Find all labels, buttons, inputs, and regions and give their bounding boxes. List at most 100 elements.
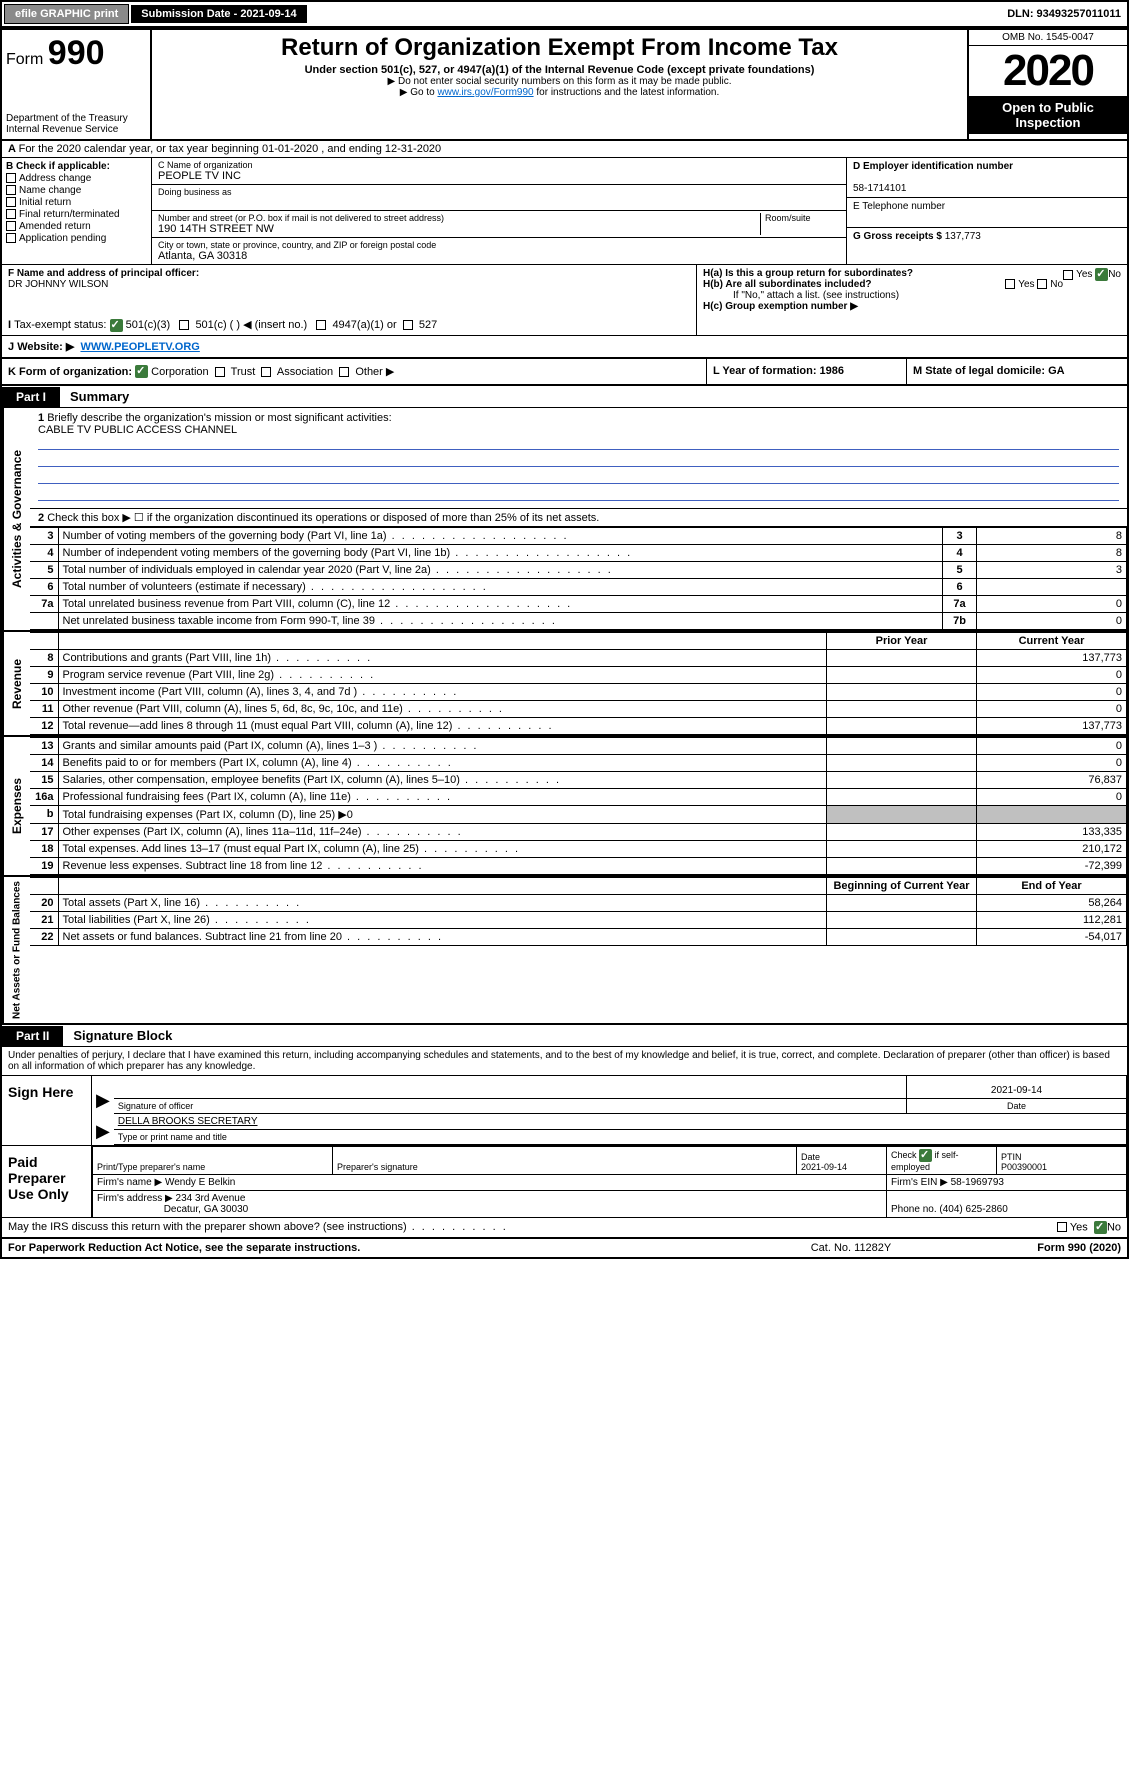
firm-name-label: Firm's name ▶ <box>97 1177 162 1188</box>
header-left: Form 990 Department of the Treasury Inte… <box>2 30 152 139</box>
efile-button[interactable]: efile GRAPHIC print <box>4 4 129 24</box>
section-a-tax-year: A For the 2020 calendar year, or tax yea… <box>2 141 1127 158</box>
omb-number: OMB No. 1545-0047 <box>969 30 1127 46</box>
chk-discuss-yes[interactable] <box>1057 1222 1067 1232</box>
dept-irs: Internal Revenue Service <box>6 124 146 135</box>
table-row: 22Net assets or fund balances. Subtract … <box>30 929 1127 946</box>
sig-name-label: Type or print name and title <box>114 1129 1127 1144</box>
header-middle: Return of Organization Exempt From Incom… <box>152 30 967 139</box>
sign-date: 2021-09-14 <box>907 1076 1127 1098</box>
tax-year: 2020 <box>969 46 1127 96</box>
chk-ha-no-icon <box>1095 268 1108 281</box>
part-ii-header: Part II Signature Block <box>2 1025 1127 1047</box>
q1-label: Briefly describe the organization's miss… <box>47 412 391 424</box>
sections-d-e-g: D Employer identification number 58-1714… <box>847 158 1127 264</box>
chk-other[interactable] <box>339 367 349 377</box>
h-b-label: H(b) Are all subordinates included? <box>703 279 872 290</box>
address-value: 190 14TH STREET NW <box>158 223 760 235</box>
form-org-label: K Form of organization: <box>8 366 132 378</box>
chk-4947[interactable] <box>316 320 326 330</box>
paid-preparer-label: Paid Preparer Use Only <box>2 1146 92 1217</box>
sig-date-label: Date <box>907 1098 1127 1113</box>
chk-application-pending[interactable]: Application pending <box>6 233 147 244</box>
website-link[interactable]: WWW.PEOPLETV.ORG <box>80 341 199 353</box>
chk-name-change[interactable]: Name change <box>6 185 147 196</box>
ein-label: D Employer identification number <box>853 161 1013 172</box>
part-ii-title: Signature Block <box>63 1025 182 1046</box>
opt-527: 527 <box>419 319 437 331</box>
discuss-label: May the IRS discuss this return with the… <box>8 1221 407 1233</box>
chk-association[interactable] <box>261 367 271 377</box>
firm-ein-label: Firm's EIN ▶ <box>891 1177 948 1188</box>
chk-address-change[interactable]: Address change <box>6 173 147 184</box>
sign-here-row: Sign Here ▶ 2021-09-14 Signature of offi… <box>2 1075 1127 1145</box>
table-row: 21Total liabilities (Part X, line 26)112… <box>30 912 1127 929</box>
prep-sig-label: Preparer's signature <box>333 1146 797 1174</box>
top-toolbar: efile GRAPHIC print Submission Date - 20… <box>0 0 1129 28</box>
goto-suffix: for instructions and the latest informat… <box>534 87 720 98</box>
chk-initial-return[interactable]: Initial return <box>6 197 147 208</box>
sections-f-h: F Name and address of principal officer:… <box>2 265 1127 336</box>
address-label: Number and street (or P.O. box if mail i… <box>158 213 760 223</box>
ein-value: 58-1714101 <box>853 183 906 194</box>
table-row: Net unrelated business taxable income fr… <box>30 613 1127 630</box>
q2-label: Check this box ▶ ☐ if the organization d… <box>47 512 599 524</box>
table-row: 6Total number of volunteers (estimate if… <box>30 579 1127 596</box>
sign-here-label: Sign Here <box>2 1076 92 1145</box>
chk-527[interactable] <box>403 320 413 330</box>
irs-link[interactable]: www.irs.gov/Form990 <box>437 87 533 98</box>
chk-self-employed-icon <box>919 1149 932 1162</box>
chk-ha-yes[interactable] <box>1063 270 1073 280</box>
chk-501c[interactable] <box>179 320 189 330</box>
org-name: PEOPLE TV INC <box>158 170 840 182</box>
firm-addr2: Decatur, GA 30030 <box>164 1204 249 1215</box>
firm-addr-label: Firm's address ▶ <box>97 1193 173 1204</box>
footer-right: Form 990 (2020) <box>941 1242 1121 1254</box>
table-row: 11Other revenue (Part VIII, column (A), … <box>30 701 1127 718</box>
opt-501c: 501(c) ( ) ◀ (insert no.) <box>195 319 307 331</box>
gross-receipts-label: G Gross receipts $ <box>853 231 942 242</box>
side-label-expenses: Expenses <box>2 737 30 875</box>
form-subtitle-1: Under section 501(c), 527, or 4947(a)(1)… <box>160 64 959 76</box>
table-row: 12Total revenue—add lines 8 through 11 (… <box>30 718 1127 735</box>
ptin-value: P00390001 <box>1001 1162 1047 1172</box>
mission-text: CABLE TV PUBLIC ACCESS CHANNEL <box>38 424 237 436</box>
table-row: 20Total assets (Part X, line 16)58,264 <box>30 895 1127 912</box>
org-name-label: C Name of organization <box>158 160 840 170</box>
firm-name: Wendy E Belkin <box>165 1177 235 1188</box>
form-container: Form 990 Department of the Treasury Inte… <box>0 28 1129 1259</box>
officer-value: DR JOHNNY WILSON <box>8 279 108 290</box>
chk-corporation-icon <box>135 365 148 378</box>
submission-date-badge: Submission Date - 2021-09-14 <box>131 5 306 23</box>
section-k-l-m: K Form of organization: Corporation Trus… <box>2 359 1127 387</box>
footer-left: For Paperwork Reduction Act Notice, see … <box>8 1242 761 1254</box>
chk-hb-yes[interactable] <box>1005 279 1015 289</box>
revenue-table: Prior YearCurrent Year8Contributions and… <box>30 632 1127 735</box>
year-formation: L Year of formation: 1986 <box>713 365 844 377</box>
table-row: 18Total expenses. Add lines 13–17 (must … <box>30 841 1127 858</box>
chk-501c3-icon <box>110 319 123 332</box>
table-row: 19Revenue less expenses. Subtract line 1… <box>30 858 1127 875</box>
sections-b-to-g: B Check if applicable: Address change Na… <box>2 158 1127 265</box>
section-f: F Name and address of principal officer:… <box>2 265 697 335</box>
chk-trust[interactable] <box>215 367 225 377</box>
chk-amended-return[interactable]: Amended return <box>6 221 147 232</box>
open-to-public-badge: Open to Public Inspection <box>969 96 1127 134</box>
state-domicile: M State of legal domicile: GA <box>913 365 1065 377</box>
table-row: 14Benefits paid to or for members (Part … <box>30 755 1127 772</box>
footer-mid: Cat. No. 11282Y <box>761 1242 941 1254</box>
tax-status-label: Tax-exempt status: <box>14 319 106 331</box>
dba-label: Doing business as <box>158 187 840 197</box>
page-footer: For Paperwork Reduction Act Notice, see … <box>2 1237 1127 1257</box>
chk-hb-no[interactable] <box>1037 279 1047 289</box>
table-row: 16aProfessional fundraising fees (Part I… <box>30 789 1127 806</box>
prep-check-label: Check if self-employed <box>891 1150 959 1172</box>
table-row: bTotal fundraising expenses (Part IX, co… <box>30 806 1127 824</box>
sig-officer-label: Signature of officer <box>114 1098 907 1113</box>
opt-association: Association <box>277 366 333 378</box>
form-subtitle-2: ▶ Do not enter social security numbers o… <box>160 76 959 87</box>
opt-corporation: Corporation <box>151 366 208 378</box>
chk-final-return[interactable]: Final return/terminated <box>6 209 147 220</box>
paid-preparer-row: Paid Preparer Use Only Print/Type prepar… <box>2 1145 1127 1217</box>
table-row: 8Contributions and grants (Part VIII, li… <box>30 650 1127 667</box>
